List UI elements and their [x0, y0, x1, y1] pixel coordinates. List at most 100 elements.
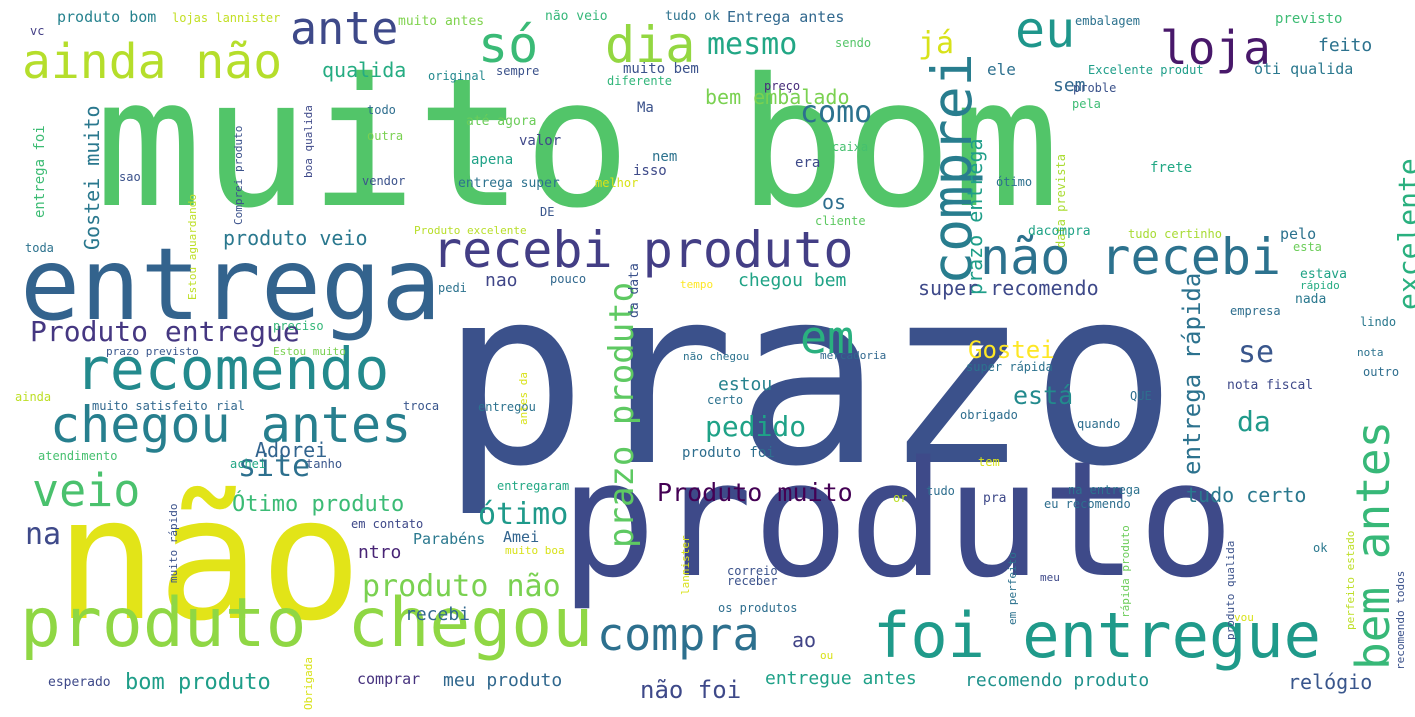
word-na: na	[25, 517, 62, 552]
word-foi-entregue: foi entregue	[873, 599, 1321, 672]
word-produto-qualida: produto qualida	[1224, 540, 1237, 640]
word-tudo-ok: tudo ok	[665, 9, 720, 24]
word-produto-chegou: produto chegou	[20, 584, 594, 663]
word-entregue-antes: entregue antes	[765, 668, 917, 689]
word-recomendo: recomendo	[75, 335, 390, 403]
word-entrega-super: entrega super	[458, 176, 560, 191]
word-comprar: comprar	[357, 670, 421, 688]
word-recomendo-produto: recomendo produto	[965, 670, 1150, 691]
word-obrigada: Obrigada	[302, 657, 315, 710]
word-produto-veio: produto veio	[223, 226, 368, 250]
word-muito-boa: muito boa	[505, 544, 565, 557]
word-nao-foi: não foi	[640, 676, 742, 704]
word-veio: veio	[32, 464, 141, 517]
word-entrega: entrega	[20, 226, 442, 343]
word-outra: outra	[367, 129, 404, 143]
word-achei: achei	[230, 457, 267, 471]
word-pedido: pedido	[705, 410, 807, 443]
word-todo: todo	[367, 103, 396, 117]
word-muito-bom: muito bom	[95, 40, 1060, 247]
word-produto-foi: produto foi	[682, 445, 775, 461]
word-super-recomendo: super recomendo	[918, 276, 1099, 300]
word-ou: ou	[820, 649, 834, 662]
word-tudo-certinho: tudo certinho	[1128, 227, 1222, 241]
word-apena: apena	[471, 152, 514, 168]
word-caixa: caixa	[832, 140, 869, 154]
word-sao: sao	[119, 170, 141, 184]
word-muito-rapido: muito rápido	[167, 503, 180, 583]
word-ainda-nao: ainda não	[22, 34, 283, 90]
word-quando: quando	[1077, 417, 1121, 431]
word-entrega-rapida: entrega rápida	[1178, 272, 1206, 475]
word-sempre: sempre	[496, 64, 540, 78]
word-estou-aguardando: Estou aguardando	[186, 194, 199, 300]
word-cliente: cliente	[815, 214, 866, 228]
word-perfeito-estado: perfeito estado	[1344, 530, 1357, 630]
word-vendor: vendor	[362, 174, 406, 188]
word-lindo: lindo	[1360, 315, 1397, 329]
word-ante: ante	[290, 2, 399, 55]
word-troca: troca	[403, 399, 440, 413]
word-qualida: qualida	[322, 58, 407, 82]
word-como: como	[800, 95, 873, 130]
word-ele: ele	[987, 60, 1016, 79]
word-frete: frete	[1150, 160, 1193, 176]
word-os: os	[822, 190, 847, 214]
word-se: se	[1238, 335, 1275, 370]
word-previsto: previsto	[1275, 11, 1343, 27]
word-obrigado: obrigado	[960, 408, 1018, 422]
word-os-produtos: os produtos	[718, 601, 798, 615]
word-embalagem: embalagem	[1075, 14, 1141, 28]
word-bem-embalado: bem embalado	[705, 85, 850, 109]
word-esta: está	[1013, 381, 1074, 410]
word-entregaram: entregaram	[497, 479, 570, 493]
word-que: QUE	[1130, 389, 1152, 403]
word-sem: sem	[1053, 75, 1086, 96]
word-entregou: entregou	[478, 400, 536, 414]
word-gostei-muito: Gostei muito	[80, 105, 104, 251]
word-gostei: Gostei	[968, 336, 1055, 364]
word-meu: meu	[1040, 571, 1060, 584]
word-toda: toda	[25, 241, 54, 255]
word-ok: ok	[1313, 541, 1328, 555]
word-eu: eu	[1015, 1, 1076, 59]
word-original: original	[428, 69, 486, 83]
word-entrega-foi: entrega foi	[32, 125, 48, 218]
word-muito-satisfeito: muito satisfeito	[92, 399, 208, 413]
word-nota: nota	[1357, 346, 1384, 359]
word-vc: vc	[30, 24, 45, 38]
word-tempo: tempo	[680, 278, 714, 291]
word-antes-da: antes da	[517, 372, 530, 425]
word-prazo-produto: prazo produto	[602, 281, 642, 548]
word-nao-chegou: não chegou	[683, 350, 750, 363]
word-rapida-produto: rápida produto	[1119, 525, 1132, 618]
word-excelente: excelente	[1392, 158, 1415, 310]
word-tudo: tudo	[926, 484, 955, 498]
word-produto-nao: produto não	[362, 569, 561, 604]
word-comprei-produto: Comprei produto	[232, 125, 245, 225]
word-chegou-antes: chegou antes	[50, 396, 412, 454]
word-produto-entregue: Produto entregue	[30, 315, 300, 348]
word-nao-veio: não veio	[545, 9, 608, 24]
word-muito-bem: muito bem	[623, 61, 699, 77]
word-estou-muito: Estou muito	[273, 345, 346, 358]
word-recebi: recebi	[405, 604, 471, 625]
word-dia: dia	[605, 16, 696, 74]
word-diferente: diferente	[607, 74, 673, 88]
word-em-contato: em contato	[351, 517, 424, 531]
word-loja: loja	[1160, 21, 1271, 75]
word-muito-antes: muito antes	[398, 14, 485, 29]
word-preciso: preciso	[273, 319, 324, 333]
word-feito: feito	[1318, 35, 1373, 56]
word-nao-recebi: não recebi	[980, 228, 1282, 286]
word-ainda-small: ainda	[15, 390, 52, 404]
word-nem: nem	[652, 149, 678, 165]
word-rial: rial	[216, 399, 245, 413]
word-melhor: melhor	[595, 176, 639, 190]
word-esperado: esperado	[48, 675, 111, 690]
word-tudo-certo: tudo certo	[1186, 483, 1307, 507]
word-mesmo: mesmo	[707, 27, 798, 62]
word-eu-recomendo: eu recomendo	[1044, 497, 1131, 511]
word-mercadoria: mercadoria	[820, 349, 887, 362]
